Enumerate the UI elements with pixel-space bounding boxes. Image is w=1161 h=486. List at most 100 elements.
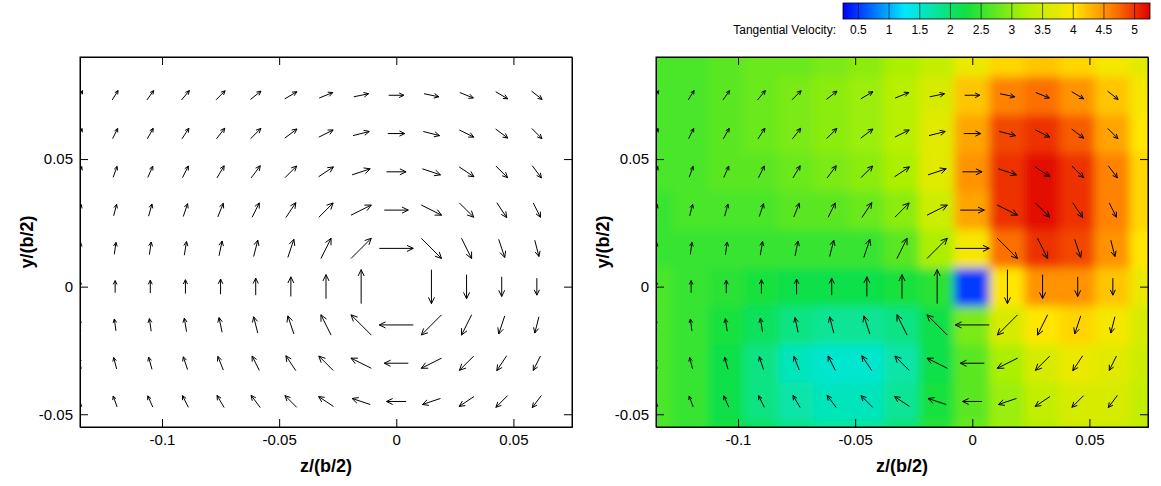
tick-label: 0.05 bbox=[1075, 431, 1104, 448]
field-cell bbox=[989, 420, 1025, 427]
vector-arrow bbox=[496, 396, 508, 408]
field-cell bbox=[884, 76, 920, 115]
vector-arrow bbox=[1035, 356, 1049, 370]
vector-arrow bbox=[219, 241, 224, 256]
vector-arrow bbox=[792, 91, 801, 100]
tick-mark bbox=[855, 419, 856, 427]
field-cell bbox=[708, 190, 744, 229]
field-cell bbox=[656, 190, 674, 229]
vector-arrow bbox=[962, 169, 982, 175]
field-cell bbox=[884, 114, 920, 153]
field-cell bbox=[743, 267, 779, 306]
vector-arrow bbox=[319, 356, 333, 370]
vector-arrow bbox=[384, 207, 408, 213]
vector-arrow bbox=[927, 358, 947, 368]
vector-arrow bbox=[459, 167, 474, 177]
vector-arrow bbox=[351, 238, 371, 258]
vector-arrow bbox=[252, 317, 257, 333]
vector-arrow bbox=[351, 315, 371, 335]
tick-mark bbox=[279, 419, 280, 427]
colorbar-tick-label: 5 bbox=[1131, 23, 1138, 37]
vector-arrow bbox=[960, 207, 984, 213]
field-cell bbox=[1095, 152, 1131, 191]
vector-arrow bbox=[533, 203, 540, 217]
field-cell bbox=[1060, 190, 1096, 229]
vector-arrow bbox=[927, 238, 947, 258]
field-cell bbox=[656, 382, 674, 421]
tick-mark bbox=[1140, 287, 1148, 288]
vector-arrow bbox=[532, 395, 541, 407]
field-cell bbox=[673, 305, 709, 344]
vector-arrow bbox=[688, 91, 694, 100]
colorbar-tick-label: 2.5 bbox=[973, 23, 990, 37]
field-cell bbox=[1060, 229, 1096, 268]
vector-arrow bbox=[352, 168, 370, 175]
field-cell bbox=[989, 114, 1025, 153]
vector-arrow bbox=[499, 277, 505, 297]
x-axis: -0.1-0.0500.05 bbox=[657, 419, 1149, 448]
vector-arrow bbox=[218, 279, 223, 294]
vector-arrow bbox=[895, 397, 910, 407]
colorbar-tick bbox=[889, 3, 890, 19]
field-cell bbox=[1130, 229, 1148, 268]
vector-arrow bbox=[319, 397, 334, 407]
tick bbox=[564, 287, 572, 288]
vector-arrow bbox=[793, 356, 799, 370]
vector-arrow bbox=[897, 315, 907, 335]
axis-line bbox=[657, 427, 1149, 428]
vector-arrow bbox=[498, 316, 505, 334]
tick bbox=[396, 57, 397, 65]
field-cell bbox=[779, 76, 815, 115]
field-cell bbox=[1130, 76, 1148, 115]
tick-label: 0.05 bbox=[44, 150, 73, 167]
field-cell bbox=[708, 382, 744, 421]
axis-line bbox=[81, 427, 573, 428]
vector-arrow bbox=[690, 204, 694, 215]
vector-arrow bbox=[1108, 128, 1118, 138]
vector-arrow bbox=[459, 203, 473, 217]
colorbar-tick-label: 1 bbox=[886, 23, 893, 37]
vector-arrow bbox=[895, 92, 909, 98]
field-cell bbox=[708, 57, 744, 77]
vector-arrow bbox=[861, 166, 873, 178]
vector-arrow bbox=[725, 242, 729, 255]
field-cell bbox=[673, 190, 709, 229]
vector-arrow bbox=[955, 245, 989, 251]
field-cell bbox=[743, 76, 779, 115]
field-cell bbox=[954, 114, 990, 153]
field-cell bbox=[673, 57, 709, 77]
field-cell bbox=[779, 229, 815, 268]
field-cell bbox=[673, 420, 709, 427]
vector-arrow bbox=[183, 318, 187, 332]
vector-arrow bbox=[182, 396, 188, 408]
vector-arrow bbox=[828, 317, 833, 333]
field-cell bbox=[954, 152, 990, 191]
vector-field bbox=[656, 91, 1118, 408]
vector-arrow bbox=[1074, 316, 1081, 334]
field-cell bbox=[1060, 382, 1096, 421]
field-cell bbox=[1060, 114, 1096, 153]
vector-arrow bbox=[460, 93, 474, 99]
tick-mark bbox=[396, 57, 397, 65]
field-cell bbox=[743, 305, 779, 344]
vector-arrow bbox=[1073, 356, 1083, 371]
field-cell bbox=[954, 382, 990, 421]
vector-arrow bbox=[895, 203, 909, 217]
vector-arrow bbox=[828, 203, 835, 217]
vector-arrow bbox=[422, 169, 440, 176]
vector-arrow bbox=[1037, 315, 1047, 335]
field-cell bbox=[814, 382, 850, 421]
field-cell bbox=[849, 229, 885, 268]
vector-arrow bbox=[1035, 167, 1050, 177]
field-cell bbox=[884, 305, 920, 344]
vector-arrow bbox=[497, 356, 507, 371]
field-cell bbox=[814, 152, 850, 191]
colorbar: 0.511.522.533.544.55Tangential Velocity: bbox=[733, 3, 1150, 37]
axis-line bbox=[1148, 58, 1149, 428]
vector-arrow bbox=[113, 319, 117, 331]
vector-arrow bbox=[862, 356, 872, 371]
vector-arrow bbox=[723, 128, 729, 138]
vector-arrow bbox=[965, 93, 980, 98]
field-cell bbox=[1095, 229, 1131, 268]
tick bbox=[564, 414, 572, 415]
